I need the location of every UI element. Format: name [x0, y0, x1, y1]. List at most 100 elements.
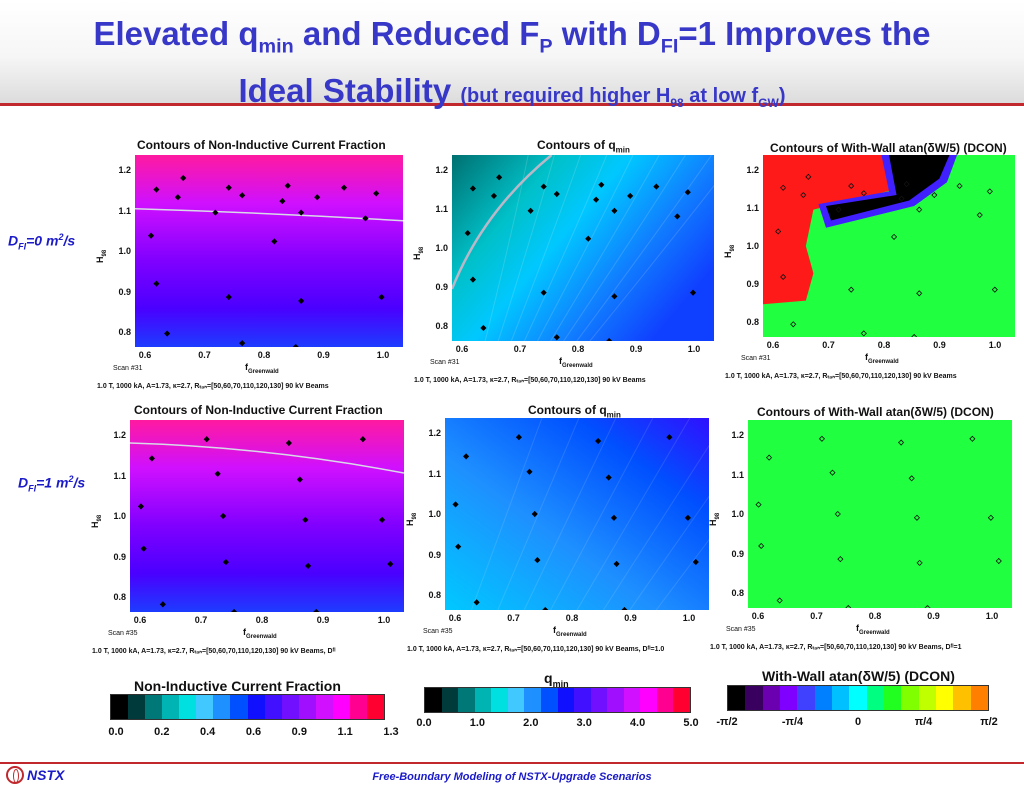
colorbar-swatch	[111, 695, 129, 719]
panel-caption: 1.0 T, 1000 kA, A=1.73, κ=2.7, Rₜₐₙ=[50,…	[710, 644, 962, 651]
scan-point-3-7	[220, 512, 227, 520]
x-tick-label: 0.7	[198, 350, 211, 360]
panel-title-5: Contours of With-Wall atan(δW/5) (DCON)	[757, 405, 994, 419]
colorbar-qmin	[424, 687, 691, 713]
scan-point-2-8	[931, 191, 938, 199]
scan-point-4-10	[455, 543, 462, 550]
scan-point-1-9	[684, 189, 691, 196]
scan-point-2-18	[991, 286, 998, 293]
colorbar-swatch	[673, 688, 690, 712]
scan-point-4-5	[605, 474, 612, 481]
scan-point-1-17	[611, 293, 618, 300]
colorbar-tick-label: 0	[854, 716, 862, 728]
x-tick-label: 0.9	[927, 611, 940, 621]
scan-point-2-3	[903, 181, 910, 188]
y-tick-label: 1.2	[428, 428, 441, 438]
x-tick-label: 0.9	[316, 615, 330, 625]
colorbar-tick-label: 0.4	[200, 726, 216, 738]
footer-rule	[0, 762, 1024, 764]
scan-point-5-0	[766, 454, 773, 461]
colorbar-swatch	[918, 686, 936, 710]
y-tick-label: 0.8	[428, 590, 441, 600]
y-tick-label: 0.9	[428, 549, 441, 560]
scan-point-3-11	[222, 559, 229, 566]
y-tick-label: 1.1	[428, 468, 441, 479]
nstx-logo-text: NSTX	[27, 767, 65, 783]
x-axis-label: fGreenwald	[856, 623, 890, 636]
scan-point-3-10	[140, 545, 147, 552]
scan-point-1-1	[469, 185, 477, 192]
colorbar-swatch	[213, 695, 231, 719]
colorbar-swatch	[366, 695, 384, 719]
y-tick-label: 0.8	[746, 317, 759, 327]
scan-point-5-12	[916, 559, 923, 566]
colorbar-tick-label: 0.0	[416, 717, 432, 729]
x-axis-label: fGreenwald	[245, 362, 279, 375]
y-tick-label: 0.9	[731, 548, 744, 559]
scan-point-0-18	[378, 294, 385, 301]
colorbar-swatch	[640, 688, 657, 712]
scan-label: Scan #35	[108, 630, 138, 637]
scan-point-3-2	[285, 439, 292, 447]
x-tick-label: 0.6	[448, 613, 462, 623]
scan-point-5-5	[908, 475, 915, 482]
colorbar-swatch	[332, 695, 350, 719]
scan-point-5-7	[834, 510, 841, 518]
scan-point-4-1	[515, 434, 522, 441]
y-axis-label: H98	[95, 249, 108, 263]
colorbar-swatch	[425, 688, 442, 712]
colorbar-title-qmin: qmin	[544, 670, 569, 689]
colorbar-title-dcon: With-Wall atan(δW/5) (DCON)	[762, 668, 955, 684]
colorbar-swatch	[901, 686, 919, 710]
scan-point-2-9	[986, 188, 993, 195]
scan-label: Scan #35	[423, 628, 453, 635]
x-axis-label: fGreenwald	[865, 352, 899, 365]
scan-point-2-1	[780, 184, 787, 191]
scan-label: Scan #31	[741, 355, 771, 362]
x-tick-label: 0.9	[629, 344, 643, 354]
scan-point-2-17	[916, 290, 923, 297]
scan-point-3-13	[387, 560, 394, 568]
scan-point-3-1	[203, 436, 210, 443]
colorbar-tick-label: -π/4	[781, 716, 804, 728]
scan-point-0-0	[180, 174, 187, 182]
nstx-logo: NSTX	[6, 766, 64, 784]
colorbar-swatch	[590, 688, 608, 712]
slide-title: Elevated qmin and Reduced FP with DFI=1 …	[93, 15, 931, 110]
panel-caption: 1.0 T, 1000 kA, A=1.73, κ=2.7, Rₜₐₙ=[50,…	[725, 373, 957, 380]
colorbar-tick-label: -π/2	[716, 716, 738, 728]
colorbar-swatch	[814, 686, 832, 710]
scan-point-4-16	[621, 606, 628, 610]
colorbar-swatch	[762, 686, 780, 710]
y-tick-label: 1.2	[435, 165, 448, 175]
colorbar-swatch	[831, 686, 850, 710]
scan-point-5-10	[758, 542, 765, 550]
colorbar-tick-label: 0.2	[154, 726, 170, 738]
scan-point-2-20	[860, 330, 867, 337]
scan-point-0-4	[340, 184, 348, 191]
scan-point-0-2	[225, 184, 232, 191]
scan-point-1-0	[496, 174, 503, 181]
colorbar-swatch	[230, 695, 248, 719]
x-tick-label: 0.7	[194, 615, 208, 625]
y-tick-label: 0.9	[435, 282, 448, 292]
row-label-dfi-0: DFI=0 m2/s	[8, 232, 76, 252]
scan-point-2-12	[976, 211, 983, 219]
scan-point-0-14	[271, 238, 278, 245]
scan-point-1-19	[480, 324, 487, 332]
scan-point-2-2	[848, 182, 855, 190]
contour-plot-0	[135, 155, 403, 347]
x-tick-label: 1.0	[988, 340, 1002, 350]
scan-point-2-0	[805, 173, 812, 180]
scan-point-3-0	[148, 455, 155, 462]
scan-point-1-11	[611, 207, 618, 214]
scan-point-0-16	[225, 294, 232, 301]
scan-point-2-5	[800, 191, 807, 199]
colorbar-swatch	[607, 688, 624, 712]
scan-point-0-9	[373, 190, 380, 197]
colorbar-swatch	[745, 686, 763, 710]
scan-point-1-13	[464, 230, 471, 237]
colorbar-swatch	[540, 688, 558, 712]
x-tick-label: 0.8	[255, 615, 269, 625]
scan-point-2-11	[916, 206, 923, 213]
